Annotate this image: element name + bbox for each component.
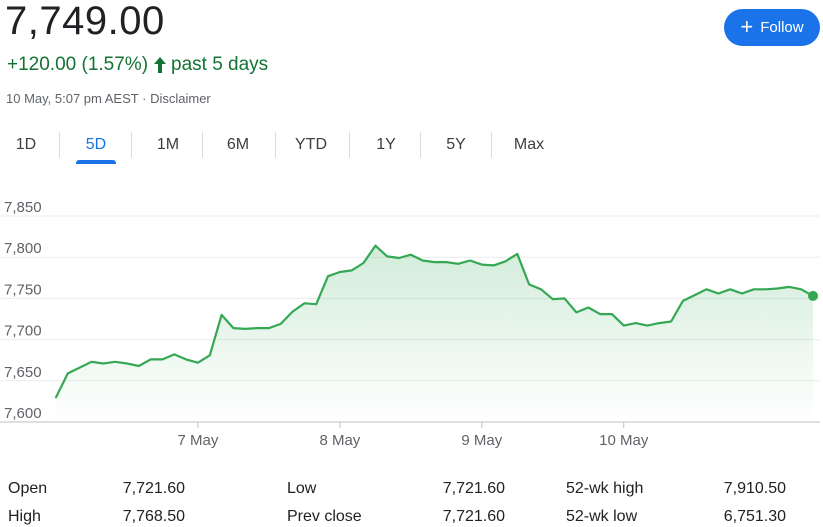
tab-label: 1M xyxy=(156,136,180,153)
tab-divider xyxy=(491,132,492,158)
tab-5y[interactable]: 5Y xyxy=(436,130,476,160)
y-tick-label: 7,800 xyxy=(4,240,42,257)
stat-label-prev-close: Prev close xyxy=(287,508,362,525)
x-tick-label: 9 May xyxy=(461,432,502,449)
plus-icon: + xyxy=(740,13,754,39)
follow-button[interactable]: + Follow xyxy=(724,9,820,46)
y-tick-label: 7,600 xyxy=(4,405,42,422)
tab-1m[interactable]: 1M xyxy=(148,130,188,160)
stat-label-52wk-high: 52-wk high xyxy=(566,480,644,497)
price-chart[interactable]: 7 May 8 May 9 May 10 May 7,850 7,800 7,750 7,7… xyxy=(0,200,823,455)
tab-divider xyxy=(59,132,60,158)
y-tick-label: 7,850 xyxy=(4,200,42,216)
stat-value-52wk-high: 7,910.50 xyxy=(723,480,786,497)
price-line xyxy=(54,244,815,399)
x-tick-label: 8 May xyxy=(319,432,360,449)
tab-5d[interactable]: 5D xyxy=(76,130,116,164)
price-area-fill xyxy=(56,245,813,422)
tab-max[interactable]: Max xyxy=(506,130,552,160)
price-change-row: +120.00 (1.57%) past 5 days xyxy=(7,53,268,77)
tab-6m[interactable]: 6M xyxy=(218,130,258,160)
tab-divider xyxy=(131,132,132,158)
tab-label: YTD xyxy=(295,136,327,153)
stat-label-high: High xyxy=(8,508,41,525)
price-change: +120.00 (1.57%) xyxy=(7,54,149,75)
tab-1y[interactable]: 1Y xyxy=(366,130,406,160)
timestamp-row: 10 May, 5:07 pm AEST · Disclaimer xyxy=(6,90,211,108)
active-tab-indicator xyxy=(76,160,116,164)
disclaimer-link[interactable]: Disclaimer xyxy=(150,91,211,106)
current-price: 7,749.00 xyxy=(5,0,165,43)
stat-value-prev-close: 7,721.60 xyxy=(442,508,505,525)
tab-divider xyxy=(275,132,276,158)
separator-dot: · xyxy=(142,91,147,106)
tab-label: 5D xyxy=(85,136,107,153)
stat-label-open: Open xyxy=(8,480,48,497)
stat-label-52wk-low: 52-wk low xyxy=(566,508,638,525)
stat-value-52wk-low: 6,751.30 xyxy=(723,508,786,525)
tab-divider xyxy=(420,132,421,158)
tab-label: 6M xyxy=(226,136,250,153)
x-tick-label: 10 May xyxy=(599,432,649,449)
stat-value-high: 7,768.50 xyxy=(122,508,185,525)
tab-divider xyxy=(349,132,350,158)
tab-1d[interactable]: 1D xyxy=(8,130,44,160)
timestamp: 10 May, 5:07 pm AEST xyxy=(6,91,139,106)
tab-ytd[interactable]: YTD xyxy=(288,130,334,160)
y-tick-label: 7,650 xyxy=(4,364,42,381)
stat-value-low: 7,721.60 xyxy=(442,480,505,497)
stat-label-low: Low xyxy=(287,480,317,497)
stat-value-open: 7,721.60 xyxy=(122,480,185,497)
y-tick-label: 7,700 xyxy=(4,323,42,340)
arrow-up-icon xyxy=(153,56,167,74)
last-price-point xyxy=(808,290,818,301)
tab-divider xyxy=(202,132,203,158)
tab-label: 5Y xyxy=(446,136,466,153)
tab-label: Max xyxy=(513,136,545,153)
follow-button-label: Follow xyxy=(760,19,804,36)
tab-label: 1D xyxy=(15,136,37,153)
x-tick-label: 7 May xyxy=(178,432,219,449)
y-tick-label: 7,750 xyxy=(4,281,42,298)
change-period: past 5 days xyxy=(171,54,269,75)
tab-label: 1Y xyxy=(376,136,396,153)
